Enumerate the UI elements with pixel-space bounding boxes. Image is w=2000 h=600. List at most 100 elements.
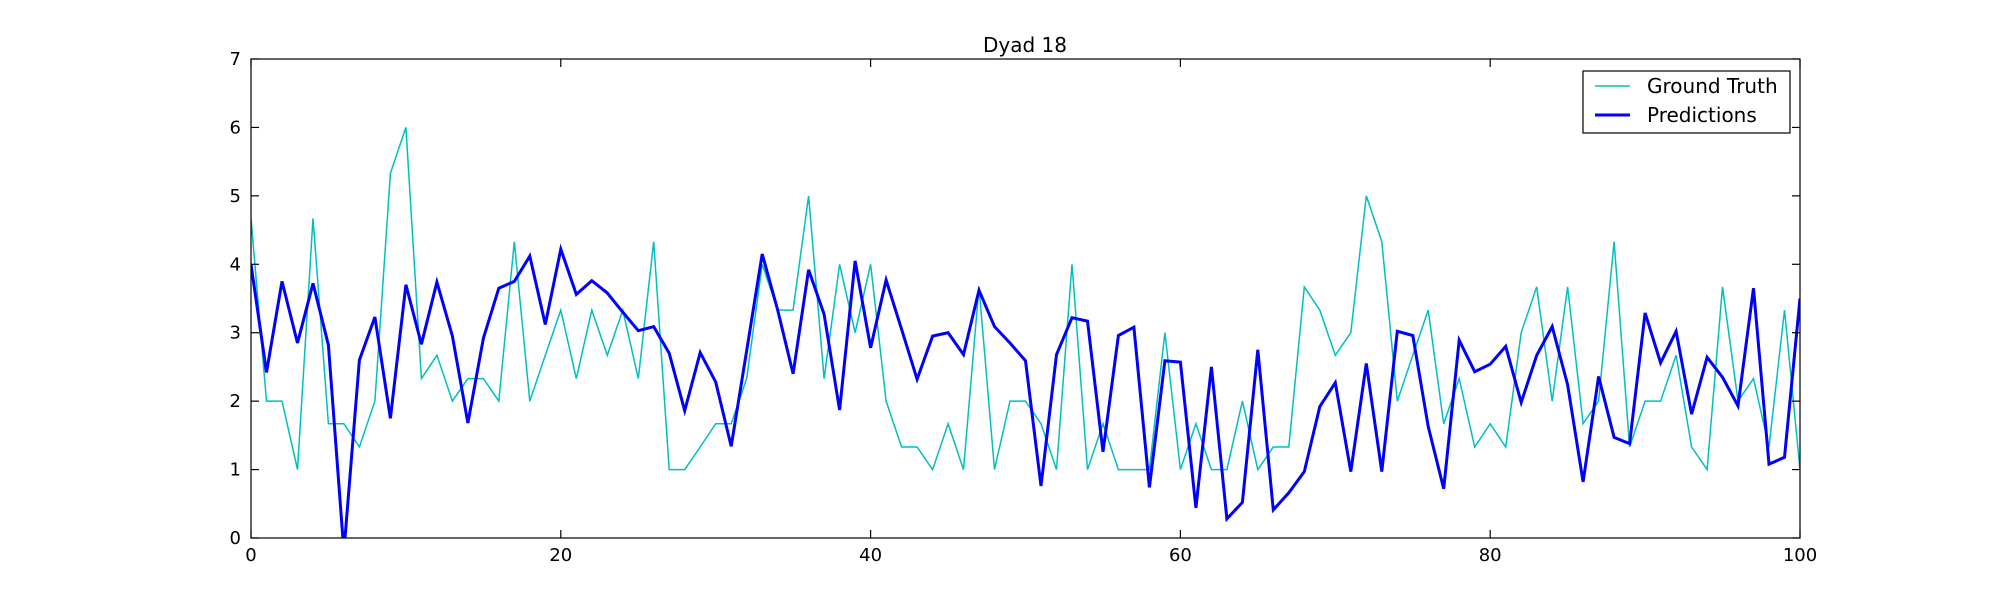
- data-point: [963, 469, 965, 471]
- data-point: [668, 352, 670, 354]
- data-point: [1706, 469, 1708, 471]
- data-point: [1335, 382, 1337, 384]
- data-point: [730, 446, 732, 448]
- data-point: [1257, 469, 1259, 471]
- data-point: [1753, 287, 1755, 289]
- data-point: [1133, 469, 1135, 471]
- data-point: [545, 355, 547, 357]
- plot-frame: [250, 58, 1801, 539]
- data-point: [1195, 423, 1197, 425]
- data-point: [1536, 355, 1538, 357]
- data-point: [1118, 335, 1120, 337]
- data-point: [281, 400, 283, 402]
- data-point: [653, 241, 655, 243]
- data-point: [1474, 371, 1476, 373]
- data-point: [1520, 332, 1522, 334]
- data-point: [514, 281, 516, 283]
- data-point: [374, 316, 376, 318]
- data-point: [1536, 286, 1538, 288]
- data-point: [1118, 469, 1120, 471]
- data-point: [1768, 463, 1770, 465]
- data-point: [715, 423, 717, 425]
- data-point: [498, 287, 500, 289]
- data-point: [1567, 384, 1569, 386]
- data-point: [560, 309, 562, 311]
- data-point: [823, 378, 825, 380]
- data-point: [885, 400, 887, 402]
- data-point: [452, 400, 454, 402]
- data-point: [870, 264, 872, 266]
- data-point: [359, 359, 361, 361]
- data-point: [591, 309, 593, 311]
- data-point: [1443, 423, 1445, 425]
- data-point: [1691, 446, 1693, 448]
- data-point: [823, 313, 825, 315]
- data-point: [1598, 400, 1600, 402]
- data-point: [266, 372, 268, 374]
- data-point: [1551, 400, 1553, 402]
- data-point: [1397, 400, 1399, 402]
- x-tick-label: 20: [549, 545, 572, 566]
- data-point: [1660, 400, 1662, 402]
- data-point: [1164, 332, 1166, 334]
- data-point: [1412, 335, 1414, 337]
- data-point: [1644, 312, 1646, 314]
- data-point: [1009, 342, 1011, 344]
- data-point: [1582, 481, 1584, 483]
- chart-title: Dyad 18: [983, 33, 1067, 57]
- data-point: [514, 241, 516, 243]
- data-point: [1784, 457, 1786, 459]
- data-point: [854, 332, 856, 334]
- data-point: [312, 218, 314, 220]
- y-tick-label: 1: [230, 460, 241, 481]
- data-point: [1660, 362, 1662, 364]
- x-tick-label: 0: [245, 545, 256, 566]
- data-point: [622, 311, 624, 313]
- data-point: [699, 352, 701, 354]
- data-point: [1180, 469, 1182, 471]
- data-point: [529, 400, 531, 402]
- data-point: [1691, 413, 1693, 415]
- data-point: [1025, 400, 1027, 402]
- data-point: [1226, 518, 1228, 520]
- x-tick-label: 100: [1783, 545, 1817, 566]
- data-point: [1722, 286, 1724, 288]
- data-point: [467, 422, 469, 424]
- data-point: [1211, 366, 1213, 368]
- data-point: [1273, 446, 1275, 448]
- data-point: [1350, 471, 1352, 473]
- data-point: [947, 423, 949, 425]
- data-point: [1040, 485, 1042, 487]
- data-point: [1195, 507, 1197, 509]
- data-point: [343, 423, 345, 425]
- data-point: [1520, 402, 1522, 404]
- data-point: [591, 280, 593, 282]
- data-point: [1753, 378, 1755, 380]
- data-point: [1071, 317, 1073, 319]
- data-point: [1366, 195, 1368, 197]
- data-point: [901, 446, 903, 448]
- data-point: [1598, 376, 1600, 378]
- y-tick-label: 5: [230, 186, 241, 207]
- data-point: [1056, 354, 1058, 356]
- data-point: [777, 309, 779, 311]
- data-point: [1505, 446, 1507, 448]
- data-point: [297, 342, 299, 344]
- data-point: [1381, 241, 1383, 243]
- data-point: [932, 469, 934, 471]
- data-point: [1582, 423, 1584, 425]
- data-point: [607, 355, 609, 357]
- data-point: [746, 350, 748, 352]
- data-point: [529, 255, 531, 257]
- x-tick-label: 60: [1169, 545, 1192, 566]
- data-point: [405, 127, 407, 129]
- data-point: [1489, 423, 1491, 425]
- data-point: [1087, 320, 1089, 322]
- data-point: [1366, 363, 1368, 365]
- data-point: [1211, 469, 1213, 471]
- data-point: [699, 446, 701, 448]
- data-point: [1427, 309, 1429, 311]
- data-point: [978, 290, 980, 292]
- data-point: [808, 195, 810, 197]
- legend-box: [1582, 70, 1791, 134]
